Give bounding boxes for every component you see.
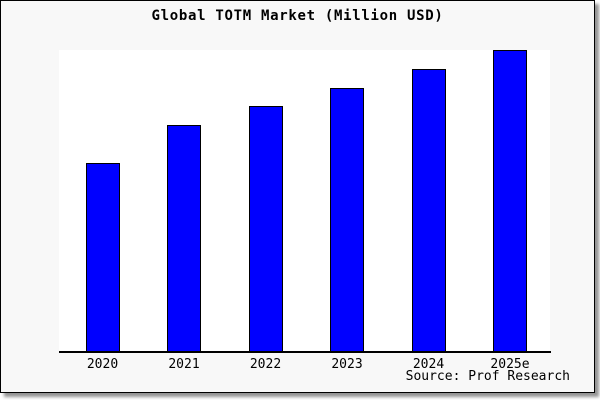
source-credit: Source: Prof Research xyxy=(405,369,570,384)
bar-2022 xyxy=(248,106,283,351)
x-tick-label-2025e: 2025e xyxy=(490,357,530,372)
chart-title: Global TOTM Market (Million USD) xyxy=(151,8,444,24)
x-tick-label-2024: 2024 xyxy=(412,357,445,372)
bar-2024 xyxy=(411,68,446,351)
x-axis-line xyxy=(59,351,551,353)
x-tick-label-2020: 2020 xyxy=(86,357,119,372)
x-axis-tick-labels: 2020 2021 2022 2023 2024 2025e xyxy=(1,357,594,372)
chart-figure: Global TOTM Market (Million USD) 2020 202… xyxy=(0,0,595,393)
x-tick-label-2023: 2023 xyxy=(331,357,363,372)
bar-2020 xyxy=(85,162,120,351)
x-tick-label-2022: 2022 xyxy=(249,357,282,372)
bar-2025e xyxy=(493,50,527,351)
bar-2023 xyxy=(330,87,364,351)
plot-area xyxy=(59,50,550,351)
x-tick-label-2021: 2021 xyxy=(168,357,200,372)
bar-2021 xyxy=(167,125,201,351)
